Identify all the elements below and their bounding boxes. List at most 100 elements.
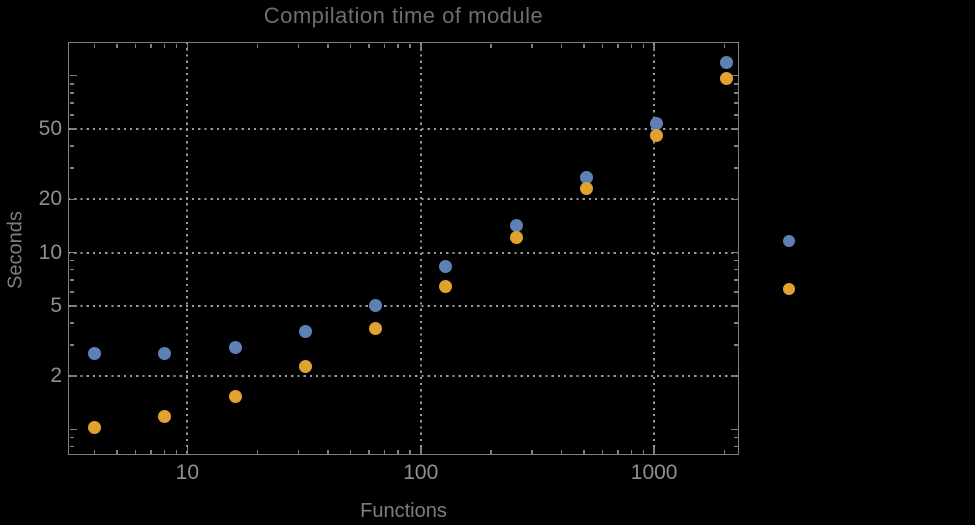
y-tick-left-7: [69, 279, 74, 281]
y-tick-right-10: [730, 251, 738, 254]
x-tick-bottom-6: [134, 449, 137, 454]
y-tick-left-2: [69, 375, 77, 377]
y-tick-right-9: [733, 259, 738, 262]
x-tick-bottom-30: [297, 449, 300, 454]
point-orange-x1024: [650, 128, 664, 142]
x-tick-bottom-500: [583, 449, 585, 454]
x-tick-top-50: [349, 43, 352, 48]
y-tick-right-0.9: [733, 436, 738, 439]
point-orange-x256: [509, 230, 523, 244]
x-tick-bottom-7: [150, 449, 152, 454]
legend-marker-orange: [783, 283, 795, 295]
x-tick-bottom-400: [560, 449, 562, 454]
y-tick-right-50: [730, 128, 738, 130]
y-tick-label-5: 5: [50, 293, 62, 317]
point-orange-x32: [298, 360, 312, 374]
x-tick-label-1000: 1000: [630, 461, 678, 484]
x-tick-top-1000: [653, 43, 655, 51]
x-tick-bottom-100: [420, 446, 422, 454]
point-blue-x16: [228, 341, 242, 355]
x-tick-bottom-300: [531, 449, 533, 454]
x-tick-top-200: [490, 43, 492, 48]
y-tick-right-8: [733, 268, 738, 271]
y-tick-left-9: [69, 259, 74, 262]
point-orange-x4: [87, 420, 101, 434]
x-tick-bottom-2000: [723, 449, 726, 454]
point-orange-x8: [158, 409, 172, 423]
y-tick-right-3: [733, 344, 738, 346]
y-gridline-20: [68, 198, 739, 201]
x-axis-label: Functions: [360, 500, 447, 522]
point-blue-x128: [439, 260, 453, 274]
x-tick-label-100: 100: [403, 461, 439, 484]
point-orange-x128: [439, 280, 453, 294]
point-blue-x2048: [720, 56, 734, 70]
y-tick-left-20: [69, 198, 77, 201]
point-blue-x1024: [650, 116, 664, 130]
y-tick-left-80: [69, 92, 74, 94]
y-gridline-5: [68, 304, 739, 307]
x-tick-top-4: [93, 43, 96, 48]
x-tick-bottom-70: [383, 449, 386, 454]
y-tick-right-2: [730, 375, 738, 377]
x-tick-bottom-5: [116, 449, 118, 454]
x-tick-bottom-8: [163, 449, 166, 454]
x-gridline-1000: [653, 42, 656, 455]
plot-frame: [68, 42, 739, 455]
x-tick-bottom-10: [186, 446, 189, 454]
point-orange-x2048: [720, 72, 734, 86]
point-blue-x8: [158, 346, 172, 360]
point-blue-x512: [579, 171, 593, 185]
x-tick-top-400: [560, 43, 562, 48]
x-tick-top-90: [409, 43, 411, 48]
y-tick-left-1: [69, 428, 77, 431]
x-tick-top-100: [420, 43, 422, 51]
y-tick-right-80: [733, 92, 738, 94]
y-tick-label-2: 2: [50, 364, 62, 388]
x-tick-bottom-60: [368, 449, 370, 454]
y-tick-right-30: [733, 167, 738, 169]
y-tick-left-100: [69, 74, 77, 77]
y-tick-left-60: [69, 114, 74, 116]
point-blue-x32: [298, 324, 312, 338]
y-tick-right-70: [733, 102, 738, 104]
y-tick-right-60: [733, 114, 738, 116]
x-tick-top-600: [601, 43, 604, 48]
x-tick-bottom-600: [601, 449, 604, 454]
x-tick-top-70: [383, 43, 386, 48]
y-tick-left-0.9: [69, 436, 74, 439]
x-tick-top-5: [116, 43, 118, 48]
y-tick-left-70: [69, 102, 74, 104]
y-tick-left-4: [69, 322, 74, 324]
x-tick-top-300: [531, 43, 533, 48]
x-tick-bottom-20: [256, 449, 259, 454]
y-tick-left-8: [69, 268, 74, 271]
y-tick-right-1: [730, 428, 738, 431]
x-tick-bottom-40: [327, 449, 329, 454]
y-gridline-50: [68, 127, 739, 130]
x-tick-bottom-9: [175, 449, 178, 454]
point-blue-x256: [509, 219, 523, 233]
y-tick-left-0.8: [69, 445, 74, 448]
y-tick-right-4: [733, 322, 738, 324]
y-tick-left-6: [69, 291, 74, 293]
x-tick-bottom-80: [397, 449, 399, 454]
y-tick-right-5: [730, 305, 738, 307]
chart-title: Compilation time of module: [263, 3, 544, 28]
y-tick-label-50: 50: [38, 116, 62, 140]
x-tick-top-40: [327, 43, 329, 48]
y-tick-label-10: 10: [38, 240, 62, 264]
x-tick-top-900: [642, 43, 645, 48]
y-tick-right-6: [733, 291, 738, 293]
x-tick-top-800: [630, 43, 633, 48]
x-tick-bottom-4: [93, 449, 96, 454]
y-tick-left-50: [69, 128, 77, 130]
x-tick-bottom-900: [642, 449, 645, 454]
y-tick-left-5: [69, 305, 77, 307]
x-tick-top-9: [175, 43, 178, 48]
x-tick-top-20: [256, 43, 259, 48]
x-tick-top-700: [617, 43, 619, 48]
legend-marker-blue: [783, 235, 795, 247]
x-tick-bottom-800: [630, 449, 633, 454]
